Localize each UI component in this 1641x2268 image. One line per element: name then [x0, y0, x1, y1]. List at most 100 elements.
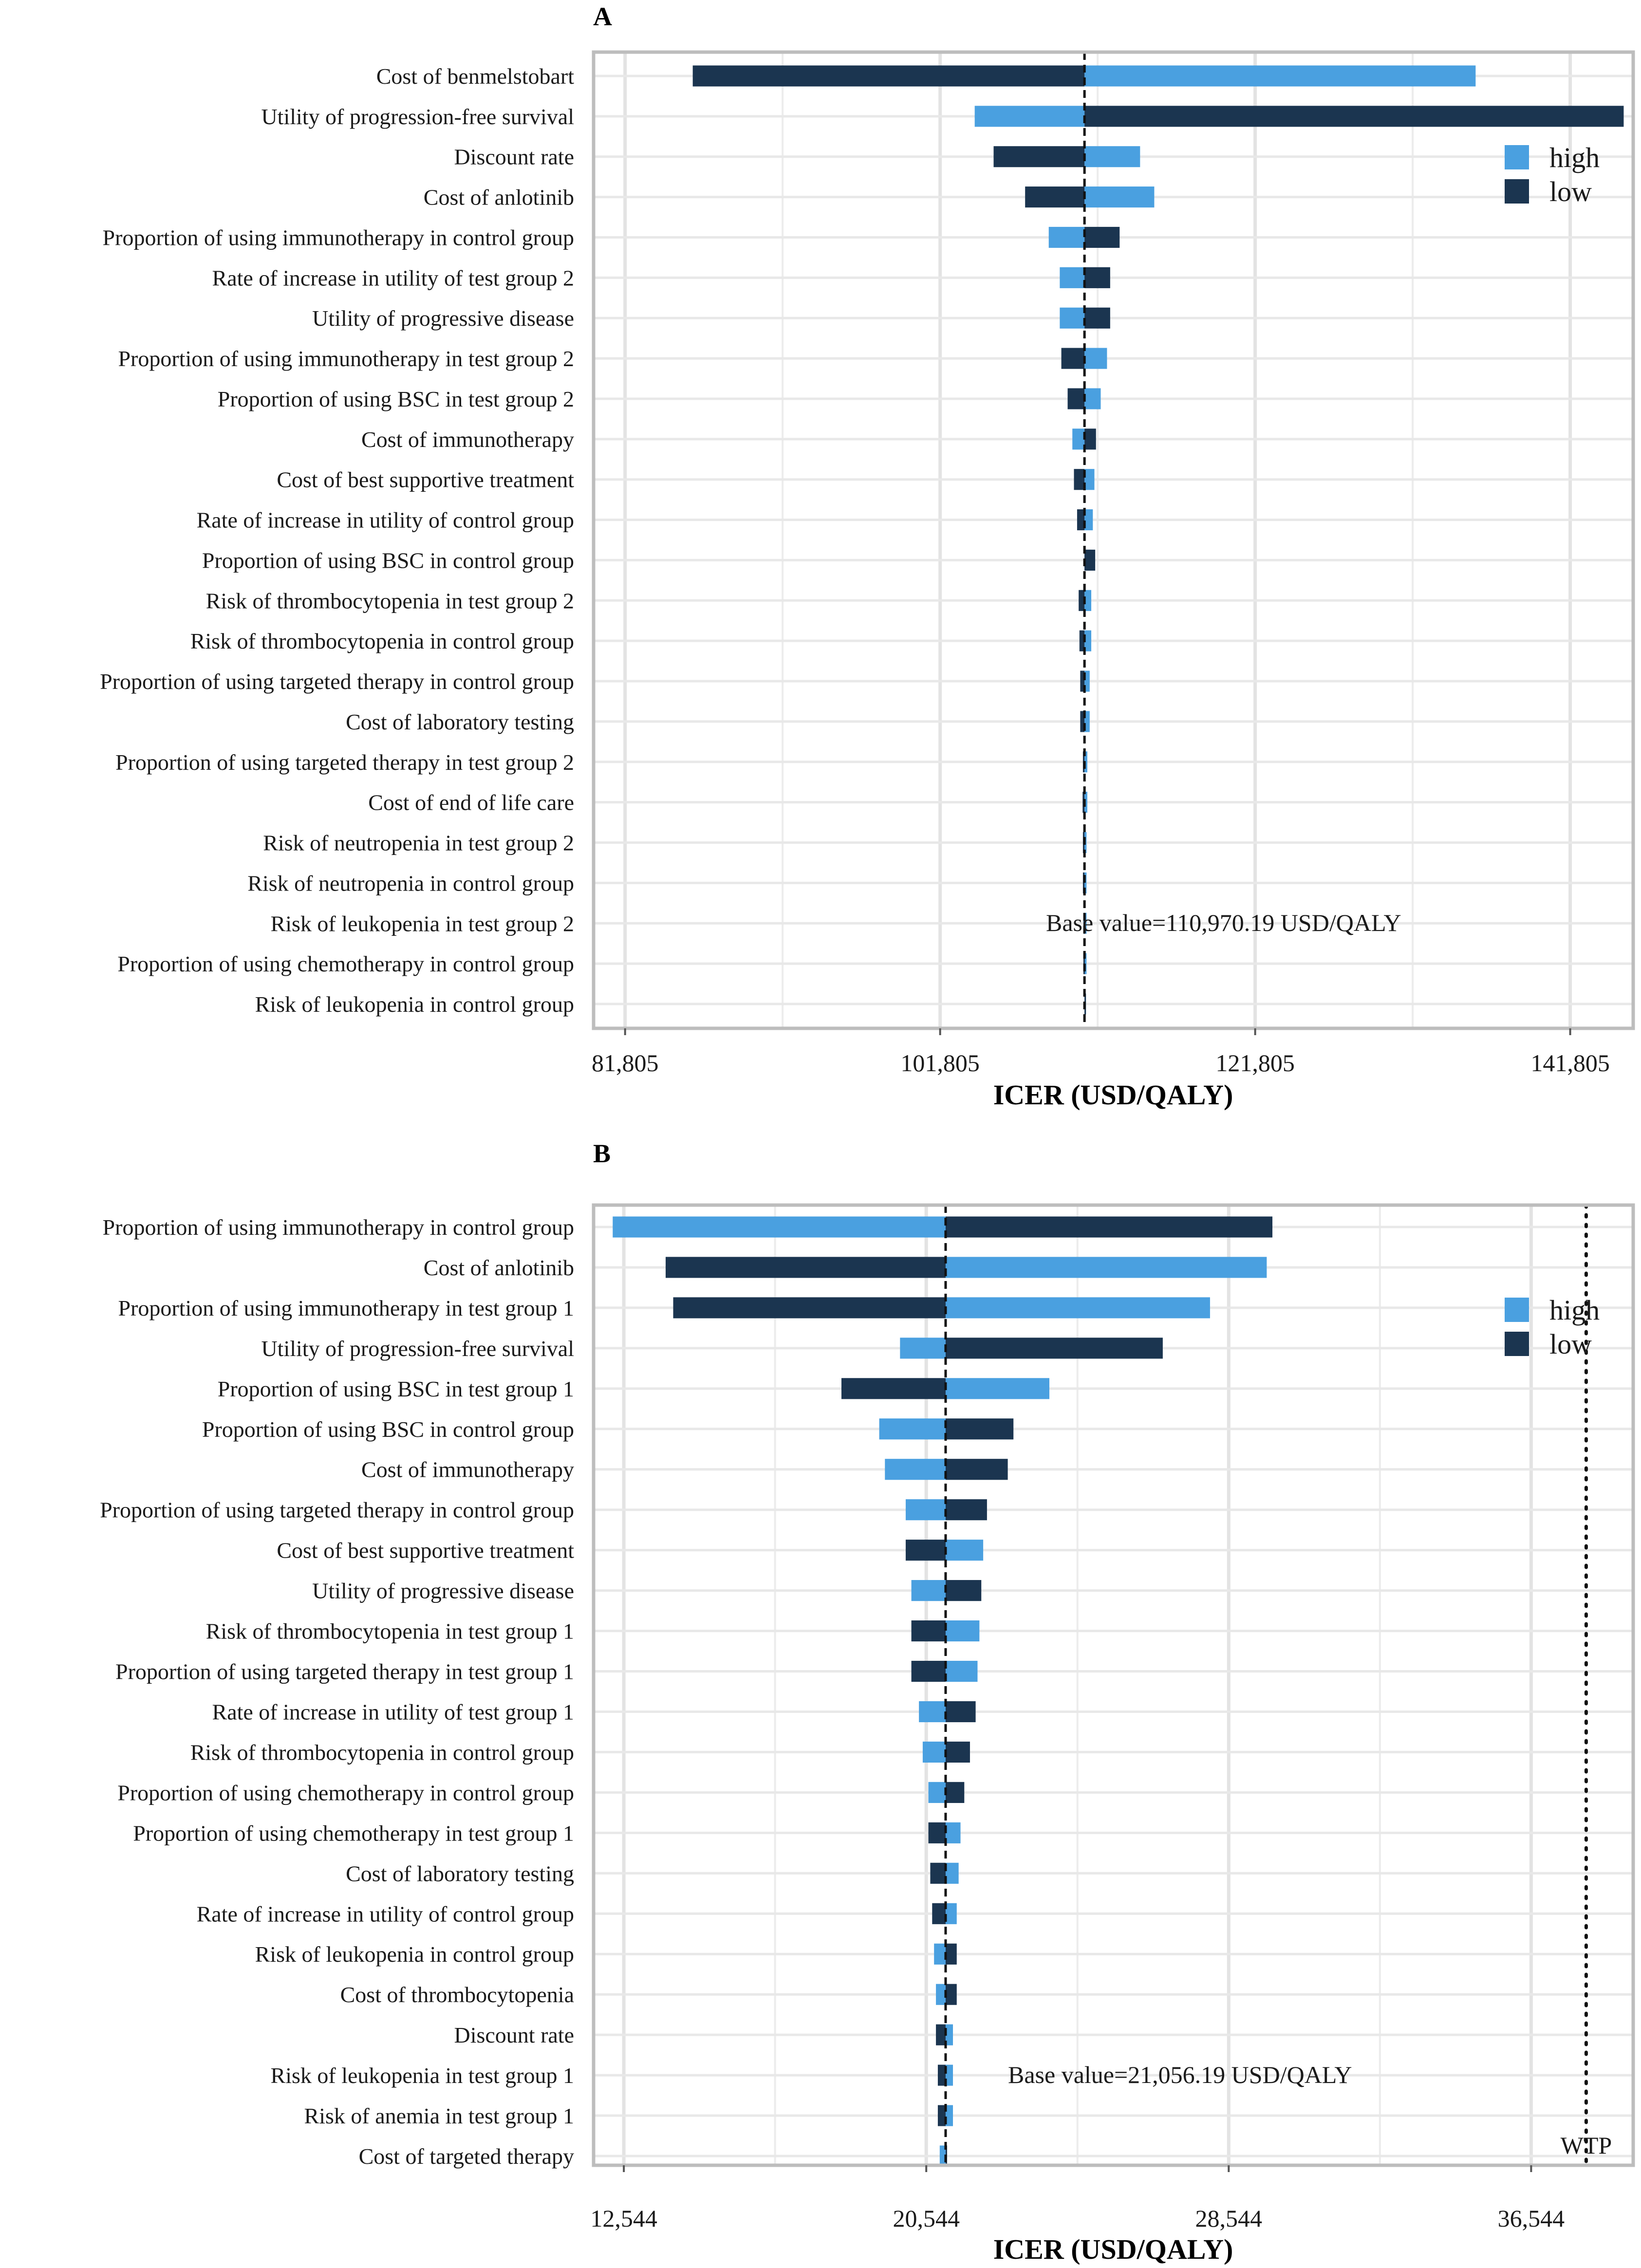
bar-low-b	[936, 2024, 946, 2045]
bar-low-a	[1084, 267, 1110, 288]
category-label-b: Proportion of using chemotherapy in test…	[133, 1821, 574, 1845]
bar-low-a	[1074, 469, 1085, 490]
bar-high-a	[1084, 146, 1140, 167]
bar-high-a	[1084, 630, 1092, 651]
bars-b	[613, 1216, 1273, 2167]
bar-high-a	[1060, 267, 1085, 288]
bar-low-a	[1079, 630, 1085, 651]
category-label-a: Cost of end of life care	[368, 790, 574, 815]
category-label-b: Cost of targeted therapy	[359, 2144, 574, 2169]
legend-label-low-b: low	[1549, 1328, 1592, 1360]
bar-high-a	[1072, 428, 1085, 450]
x-axis-b: 12,544 20,544 28,544 36,544	[590, 2165, 1565, 2232]
bar-high-a	[1084, 65, 1476, 87]
category-label-a: Proportion of using BSC in test group 2	[218, 387, 574, 411]
category-label-a: Proportion of using immunotherapy in con…	[103, 225, 574, 250]
category-label-a: Rate of increase in utility of test grou…	[212, 265, 574, 290]
category-label-b: Risk of leukopenia in control group	[255, 1942, 574, 1967]
category-label-a: Cost of benmelstobart	[376, 64, 574, 89]
legend-key-low-b	[1505, 1332, 1529, 1356]
bar-low-b	[928, 1822, 946, 1843]
bar-low-a	[993, 146, 1085, 167]
bar-low-b	[937, 2064, 946, 2086]
bars-a	[692, 65, 1624, 1015]
bar-high-a	[1084, 751, 1087, 773]
tornado-chart-a: A Cost of benmelstobart Utility of progr…	[100, 2, 1635, 1111]
category-label-a: Cost of immunotherapy	[361, 427, 574, 452]
bar-high-a	[1084, 912, 1087, 934]
bar-low-b	[905, 1540, 946, 1561]
x-axis-a: 81,805 101,805 121,805 141,805	[592, 1028, 1610, 1077]
category-label-b: Utility of progression-free survival	[261, 1336, 574, 1361]
bar-high-b	[945, 1862, 959, 1884]
bar-low-b	[665, 1257, 946, 1278]
bar-high-b	[945, 1378, 1049, 1399]
bar-high-b	[905, 1499, 946, 1521]
x-tick-label-a: 81,805	[592, 1049, 659, 1077]
category-label-a: Proportion of using BSC in control group	[202, 548, 574, 573]
bar-high-a	[1048, 226, 1085, 248]
bar-low-b	[945, 1701, 976, 1723]
x-tick-label-b: 36,544	[1498, 2205, 1565, 2232]
legend-a: high low	[1505, 142, 1600, 207]
category-label-b: Cost of immunotherapy	[361, 1457, 574, 1482]
category-label-b: Proportion of using immunotherapy in tes…	[118, 1296, 574, 1320]
bar-low-b	[945, 1943, 957, 1965]
category-label-b: Proportion of using chemotherapy in cont…	[117, 1780, 574, 1805]
bar-low-b	[937, 2105, 946, 2126]
bar-high-b	[922, 1741, 946, 1763]
bar-high-b	[900, 1338, 946, 1359]
bar-high-b	[919, 1701, 946, 1723]
bar-high-b	[945, 1903, 957, 1924]
bar-low-a	[1077, 509, 1085, 531]
bar-low-a	[1067, 388, 1085, 409]
bar-high-b	[885, 1459, 946, 1480]
x-tick-label-b: 28,544	[1195, 2205, 1263, 2232]
bar-high-b	[879, 1418, 946, 1440]
legend-b: high low	[1505, 1294, 1600, 1360]
bar-high-b	[945, 1620, 980, 1642]
plot-area-a	[594, 52, 1633, 1028]
bar-high-a	[974, 106, 1085, 127]
bar-low-b	[945, 1580, 982, 1601]
category-label-a: Cost of laboratory testing	[346, 709, 574, 734]
bar-low-a	[1079, 590, 1085, 611]
bar-high-a	[1084, 469, 1095, 490]
x-axis-title-b: ICER (USD/QALY)	[993, 2233, 1233, 2265]
bar-high-b	[945, 2024, 953, 2045]
bar-high-b	[613, 1216, 946, 1238]
bar-low-a	[1084, 307, 1110, 329]
legend-key-high-a	[1505, 145, 1529, 169]
panel-a: A Cost of benmelstobart Utility of progr…	[100, 2, 1635, 1111]
bar-low-a	[1084, 226, 1120, 248]
category-label-a: Cost of best supportive treatment	[277, 467, 574, 492]
category-label-b: Risk of thrombocytopenia in test group 1	[206, 1619, 574, 1644]
category-label-b: Risk of thrombocytopenia in control grou…	[190, 1740, 574, 1765]
category-label-a: Risk of leukopenia in control group	[255, 992, 574, 1017]
bar-low-a	[1084, 549, 1096, 571]
bar-high-a	[1084, 186, 1155, 208]
category-label-b: Proportion of using targeted therapy in …	[100, 1498, 574, 1523]
bar-low-b	[932, 1903, 946, 1924]
legend-key-high-b	[1505, 1298, 1529, 1322]
bar-low-a	[1080, 711, 1085, 732]
category-label-b: Rate of increase in utility of control g…	[197, 1901, 574, 1926]
category-label-a: Cost of anlotinib	[424, 185, 574, 210]
bar-low-b	[945, 1984, 957, 2005]
bar-low-a	[1084, 428, 1096, 450]
bar-low-a	[1083, 912, 1085, 934]
bar-low-b	[911, 1620, 946, 1642]
plot-area-b	[594, 1205, 1633, 2165]
category-label-b: Risk of leukopenia in test group 1	[271, 2063, 574, 2088]
legend-key-low-a	[1505, 179, 1529, 204]
bar-high-b	[911, 1580, 946, 1601]
category-label-b: Rate of increase in utility of test grou…	[212, 1699, 574, 1724]
x-axis-title-a: ICER (USD/QALY)	[993, 1079, 1233, 1111]
bar-low-b	[945, 1741, 970, 1763]
panel-label-a: A	[593, 2, 612, 31]
x-tick-label-b: 20,544	[893, 2205, 960, 2232]
bar-high-a	[1060, 307, 1085, 329]
legend-label-high-b: high	[1549, 1294, 1600, 1326]
bar-low-b	[945, 1499, 987, 1521]
plot-border-a	[592, 50, 1635, 1030]
